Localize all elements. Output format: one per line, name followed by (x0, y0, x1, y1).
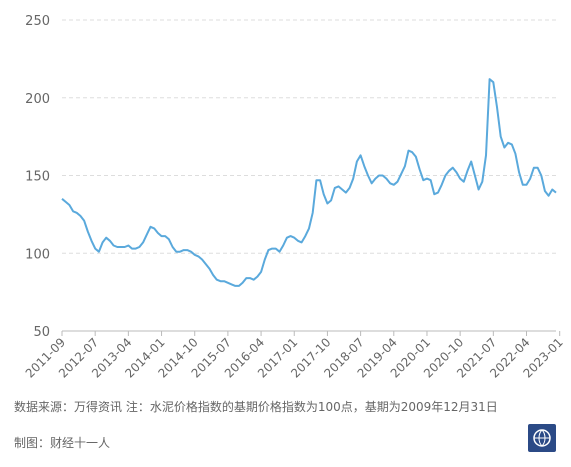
y-tick-label: 50 (33, 325, 50, 340)
y-tick-label: 200 (25, 92, 50, 107)
series-line (61, 78, 557, 287)
publisher-logo (528, 424, 556, 452)
y-tick-label: 250 (25, 14, 50, 29)
chart-credit: 制图：财经十一人 (14, 436, 111, 450)
price-index-chart: 501001502002502011-092012-072013-042014-… (23, 14, 566, 381)
y-tick-label: 100 (25, 247, 50, 262)
globe-icon (533, 429, 551, 447)
y-tick-label: 150 (25, 170, 50, 185)
source-note: 数据来源：万得资讯 注：水泥价格指数的基期价格指数为100点，基期为2009年1… (14, 400, 498, 414)
